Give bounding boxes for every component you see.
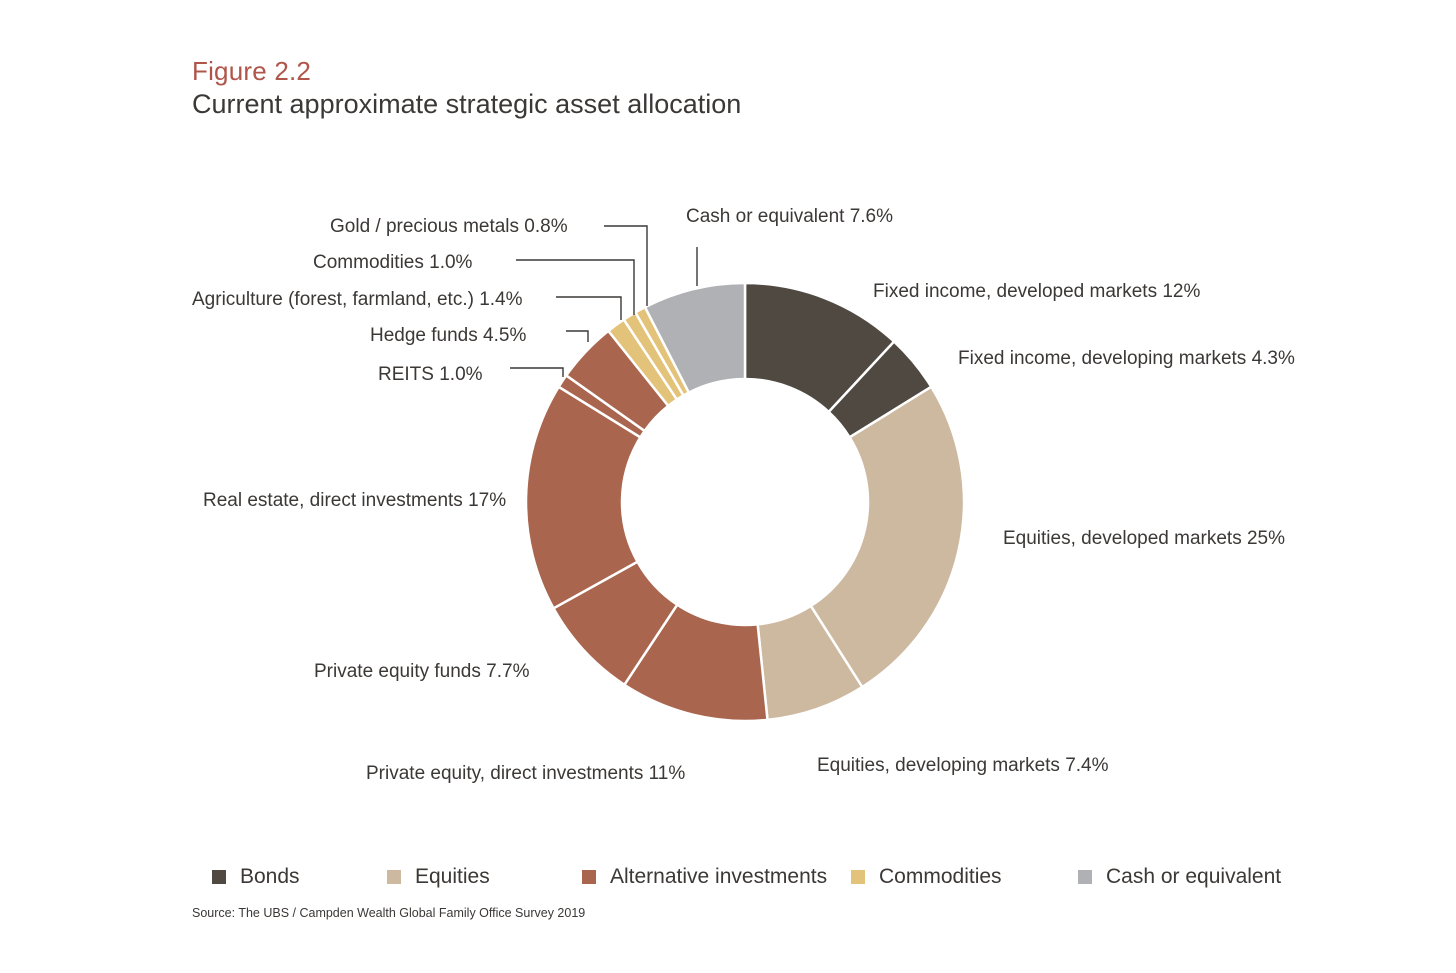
legend-swatch-alternative-investments <box>582 870 596 884</box>
leader-line-gold-precious-metals <box>604 225 648 306</box>
leader-line-hedge-funds <box>566 330 589 342</box>
slice-label-commodities: Commodities 1.0% <box>313 252 473 273</box>
legend-item-cash: Cash or equivalent <box>1078 865 1281 889</box>
slice-label-gold-precious-metals: Gold / precious metals 0.8% <box>330 216 568 237</box>
figure-label: Figure 2.2 <box>192 56 312 86</box>
slice-label-cash-or-equivalent: Cash or equivalent 7.6% <box>686 206 893 227</box>
slice-label-agriculture-forest-farmland-etc: Agriculture (forest, farmland, etc.) 1.4… <box>192 289 523 310</box>
leader-line-agriculture-forest-farmland-etc <box>556 296 622 320</box>
legend-item-bonds: Bonds <box>212 865 300 889</box>
slice-label-reits: REITS 1.0% <box>378 364 483 385</box>
legend-item-equities: Equities <box>387 865 490 889</box>
slice-label-private-equity-direct-investments: Private equity, direct investments 11% <box>366 763 685 784</box>
leader-line-reits <box>510 367 564 377</box>
legend-label-commodities: Commodities <box>879 865 1002 888</box>
figure-title: Current approximate strategic asset allo… <box>192 89 742 119</box>
legend-swatch-commodities <box>851 870 865 884</box>
legend-swatch-equities <box>387 870 401 884</box>
legend-swatch-bonds <box>212 870 226 884</box>
legend-label-equities: Equities <box>415 865 490 888</box>
slice-label-real-estate-direct-investments: Real estate, direct investments 17% <box>203 490 506 511</box>
slice-label-equities-developing-markets: Equities, developing markets 7.4% <box>817 755 1109 776</box>
legend-label-cash: Cash or equivalent <box>1106 865 1282 888</box>
leader-line-commodities <box>516 259 635 315</box>
legend-label-alternative-investments: Alternative investments <box>610 865 828 888</box>
legend-item-alternative-investments: Alternative investments <box>582 865 827 889</box>
legend-label-bonds: Bonds <box>240 865 300 888</box>
slice-label-fixed-income-developed-markets: Fixed income, developed markets 12% <box>873 281 1200 302</box>
slice-label-private-equity-funds: Private equity funds 7.7% <box>314 661 530 682</box>
slice-equities-developed-markets <box>809 385 966 689</box>
legend-item-commodities: Commodities <box>851 865 1002 889</box>
slice-label-equities-developed-markets: Equities, developed markets 25% <box>1003 528 1285 549</box>
slice-label-hedge-funds: Hedge funds 4.5% <box>370 325 526 346</box>
slice-cash-or-equivalent <box>643 281 747 395</box>
chart-legend: Bonds Equities Alternative investments C… <box>0 865 1456 897</box>
source-note: Source: The UBS / Campden Wealth Global … <box>192 906 586 920</box>
legend-swatch-cash <box>1078 870 1092 884</box>
slice-label-fixed-income-developing-markets: Fixed income, developing markets 4.3% <box>958 348 1295 369</box>
